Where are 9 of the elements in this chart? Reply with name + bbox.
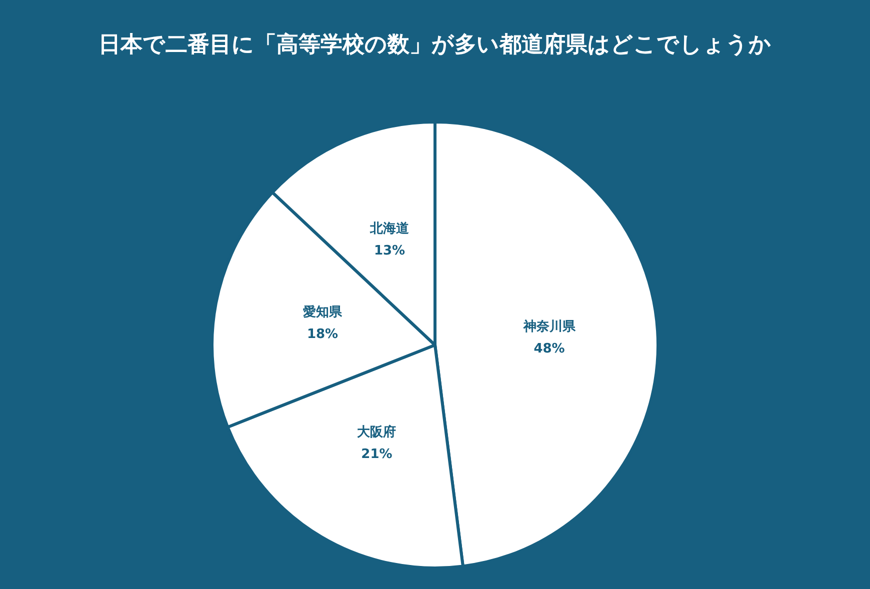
slice-label: 北海道 (369, 221, 410, 236)
data-label: 13% (374, 243, 406, 258)
data-label: 48% (534, 341, 565, 356)
data-label: 21% (361, 447, 392, 462)
slice-label: 神奈川県 (522, 318, 576, 334)
slice-label: 大阪府 (357, 424, 396, 440)
slice-label: 愛知県 (303, 304, 344, 320)
data-label: 18% (306, 327, 338, 342)
chart-title: 日本で二番目に「高等学校の数」が多い都道府県はどこでしょうか (98, 32, 772, 58)
